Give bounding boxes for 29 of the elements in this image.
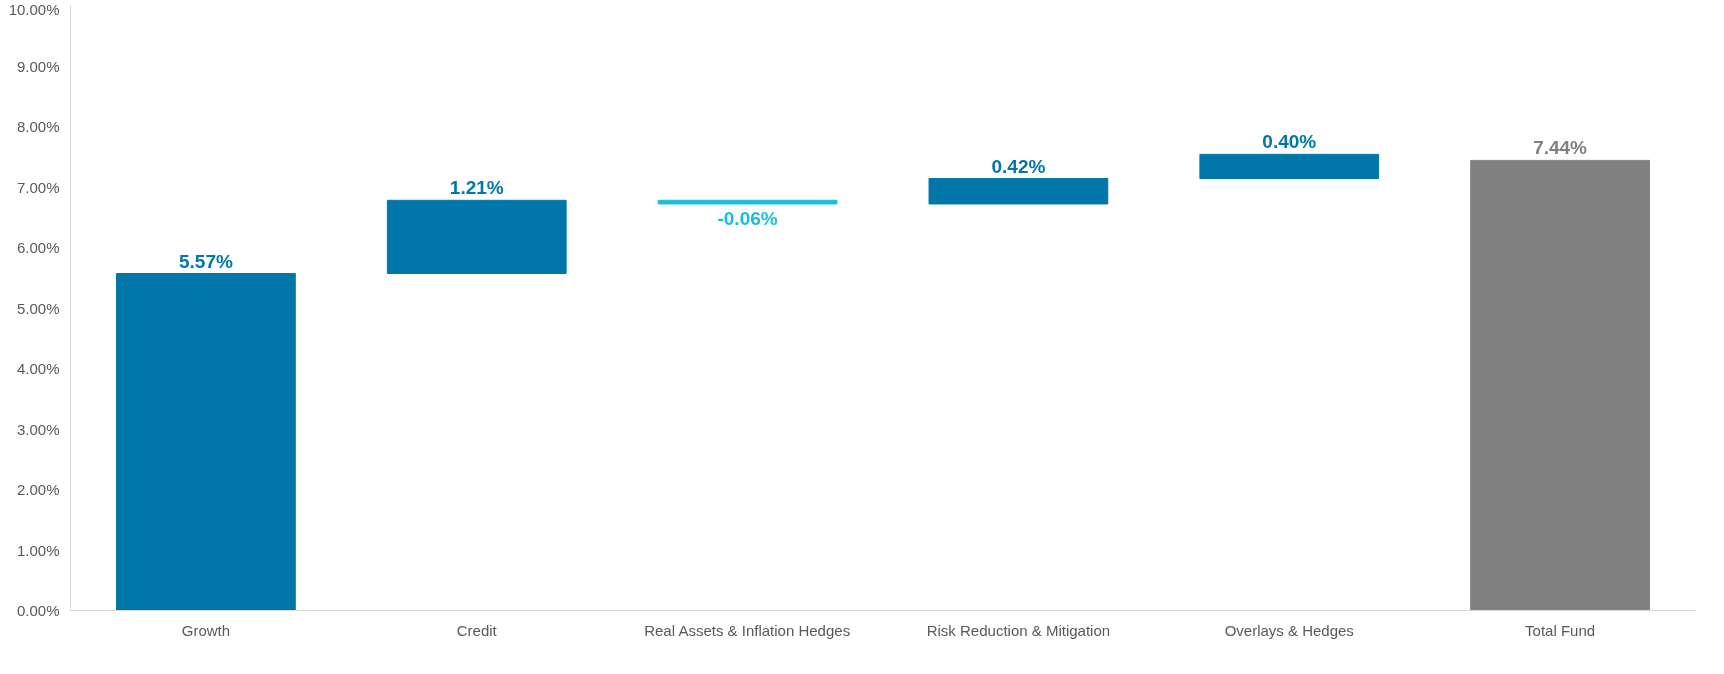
x-tick-label: Total Fund xyxy=(1525,621,1596,639)
x-tick-label: Risk Reduction & Mitigation xyxy=(926,621,1111,639)
data-label: 0.42% xyxy=(991,155,1046,177)
y-tick-label: 7.00% xyxy=(16,178,60,196)
y-tick-label: 2.00% xyxy=(16,481,60,498)
x-tick-label: Overlays & Hedges xyxy=(1224,621,1354,639)
x-tick-label: Growth xyxy=(181,621,231,639)
bar xyxy=(1470,159,1650,611)
x-tick-label: Credit xyxy=(456,621,498,639)
data-label: -0.06% xyxy=(717,207,778,229)
y-tick-label: 5.00% xyxy=(16,299,60,317)
bar xyxy=(657,199,838,205)
y-tick-label: 0.00% xyxy=(16,602,60,619)
data-label: 0.40% xyxy=(1262,131,1317,153)
y-tick-label: 1.00% xyxy=(16,541,60,559)
y-tick-label: 10.00% xyxy=(8,0,60,18)
y-tick-label: 3.00% xyxy=(16,420,60,438)
y-tick-label: 6.00% xyxy=(16,239,60,256)
bar xyxy=(116,273,296,611)
bar xyxy=(1199,153,1380,180)
x-tick-label: Real Assets & Inflation Hedges xyxy=(644,621,851,639)
bar xyxy=(386,199,567,275)
data-label: 1.21% xyxy=(449,177,504,199)
y-tick-label: 8.00% xyxy=(16,118,60,135)
bar xyxy=(928,178,1109,205)
data-label: 5.57% xyxy=(178,250,233,272)
data-label: 7.44% xyxy=(1533,137,1588,159)
y-tick-label: 4.00% xyxy=(16,360,60,377)
y-tick-label: 9.00% xyxy=(16,57,60,75)
